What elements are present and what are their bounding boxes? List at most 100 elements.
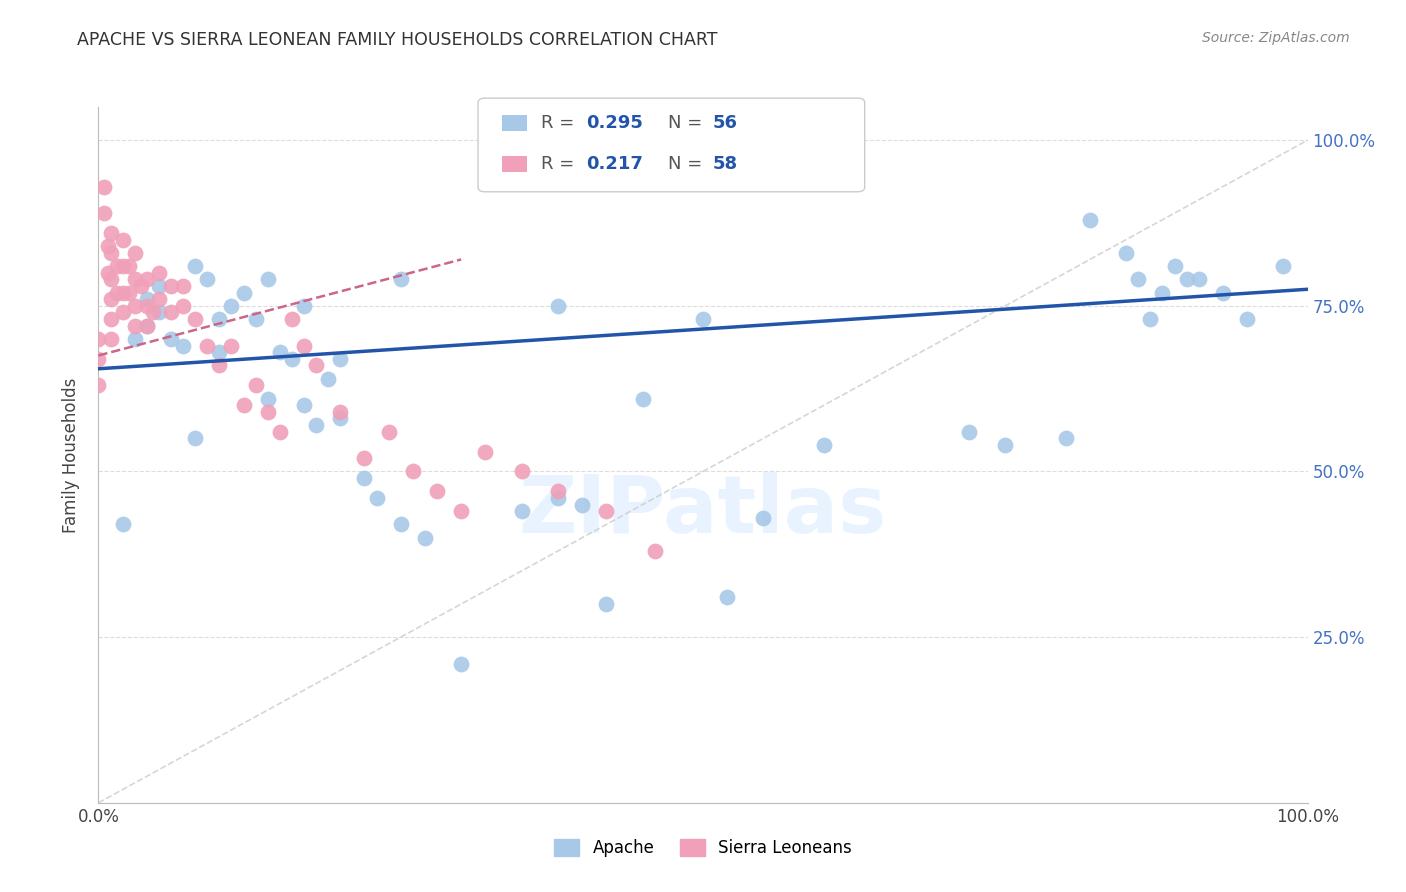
Point bbox=[1272, 259, 1295, 273]
Text: ZIPatlas: ZIPatlas bbox=[519, 472, 887, 549]
Point bbox=[124, 299, 146, 313]
Point bbox=[957, 425, 980, 439]
Point bbox=[269, 425, 291, 439]
Point bbox=[184, 431, 207, 445]
Point bbox=[281, 351, 304, 366]
Point bbox=[389, 517, 412, 532]
Point bbox=[644, 544, 666, 558]
Point bbox=[87, 332, 110, 346]
Point bbox=[195, 272, 218, 286]
Point bbox=[510, 465, 533, 479]
Point bbox=[172, 279, 194, 293]
Point bbox=[135, 318, 157, 333]
Point bbox=[813, 438, 835, 452]
Point bbox=[135, 272, 157, 286]
Point bbox=[87, 378, 110, 392]
Text: N =: N = bbox=[668, 114, 707, 132]
Point bbox=[142, 305, 165, 319]
Point bbox=[100, 226, 122, 240]
Point bbox=[184, 312, 207, 326]
Point bbox=[148, 279, 170, 293]
Y-axis label: Family Households: Family Households bbox=[62, 377, 80, 533]
Point bbox=[426, 484, 449, 499]
Text: 0.217: 0.217 bbox=[586, 155, 643, 173]
Point bbox=[1078, 212, 1101, 227]
Point bbox=[172, 299, 194, 313]
Point bbox=[595, 597, 617, 611]
Point bbox=[232, 398, 254, 412]
Point bbox=[366, 491, 388, 505]
Point bbox=[256, 272, 278, 286]
Point bbox=[135, 318, 157, 333]
Point bbox=[547, 484, 569, 499]
Point bbox=[256, 405, 278, 419]
Point bbox=[124, 332, 146, 346]
Point bbox=[245, 378, 267, 392]
Point bbox=[105, 259, 128, 273]
Point bbox=[316, 372, 339, 386]
Text: 0.295: 0.295 bbox=[586, 114, 643, 132]
Point bbox=[221, 299, 243, 313]
Point bbox=[124, 245, 146, 260]
Text: R =: R = bbox=[541, 155, 581, 173]
Point bbox=[118, 259, 141, 273]
Point bbox=[100, 332, 122, 346]
Point bbox=[135, 299, 157, 313]
Point bbox=[256, 392, 278, 406]
Point bbox=[547, 491, 569, 505]
Point bbox=[245, 312, 267, 326]
Text: Source: ZipAtlas.com: Source: ZipAtlas.com bbox=[1202, 31, 1350, 45]
Point bbox=[329, 351, 352, 366]
Point bbox=[716, 591, 738, 605]
Point bbox=[124, 272, 146, 286]
Point bbox=[195, 338, 218, 352]
Point bbox=[1163, 259, 1185, 273]
Point bbox=[100, 312, 122, 326]
Point bbox=[292, 338, 315, 352]
Point bbox=[232, 285, 254, 300]
Text: 58: 58 bbox=[713, 155, 738, 173]
Point bbox=[510, 504, 533, 518]
Point bbox=[87, 351, 110, 366]
Point bbox=[269, 345, 291, 359]
Point bbox=[329, 405, 352, 419]
Text: N =: N = bbox=[668, 155, 707, 173]
Legend: Apache, Sierra Leoneans: Apache, Sierra Leoneans bbox=[548, 832, 858, 864]
Point bbox=[389, 272, 412, 286]
Point bbox=[595, 504, 617, 518]
Point bbox=[93, 206, 115, 220]
Point bbox=[547, 299, 569, 313]
Point bbox=[571, 498, 593, 512]
Point bbox=[292, 398, 315, 412]
Point bbox=[353, 451, 375, 466]
Point bbox=[329, 411, 352, 425]
Point bbox=[100, 245, 122, 260]
Point bbox=[474, 444, 496, 458]
Text: 56: 56 bbox=[713, 114, 738, 132]
Point bbox=[129, 279, 152, 293]
Point bbox=[118, 285, 141, 300]
Point bbox=[148, 305, 170, 319]
Point bbox=[93, 179, 115, 194]
Point bbox=[353, 471, 375, 485]
Point bbox=[1128, 272, 1150, 286]
Point bbox=[135, 292, 157, 306]
Point bbox=[208, 345, 231, 359]
Text: APACHE VS SIERRA LEONEAN FAMILY HOUSEHOLDS CORRELATION CHART: APACHE VS SIERRA LEONEAN FAMILY HOUSEHOL… bbox=[77, 31, 718, 49]
Point bbox=[172, 338, 194, 352]
Point bbox=[100, 272, 122, 286]
Point bbox=[402, 465, 425, 479]
Point bbox=[1115, 245, 1137, 260]
Point bbox=[160, 332, 183, 346]
Point bbox=[1175, 272, 1198, 286]
Point bbox=[221, 338, 243, 352]
Point bbox=[1152, 285, 1174, 300]
Point bbox=[994, 438, 1017, 452]
Point bbox=[208, 312, 231, 326]
Point bbox=[208, 359, 231, 373]
Point bbox=[148, 266, 170, 280]
Point bbox=[281, 312, 304, 326]
Point bbox=[450, 657, 472, 671]
Point bbox=[111, 517, 134, 532]
Point bbox=[377, 425, 399, 439]
